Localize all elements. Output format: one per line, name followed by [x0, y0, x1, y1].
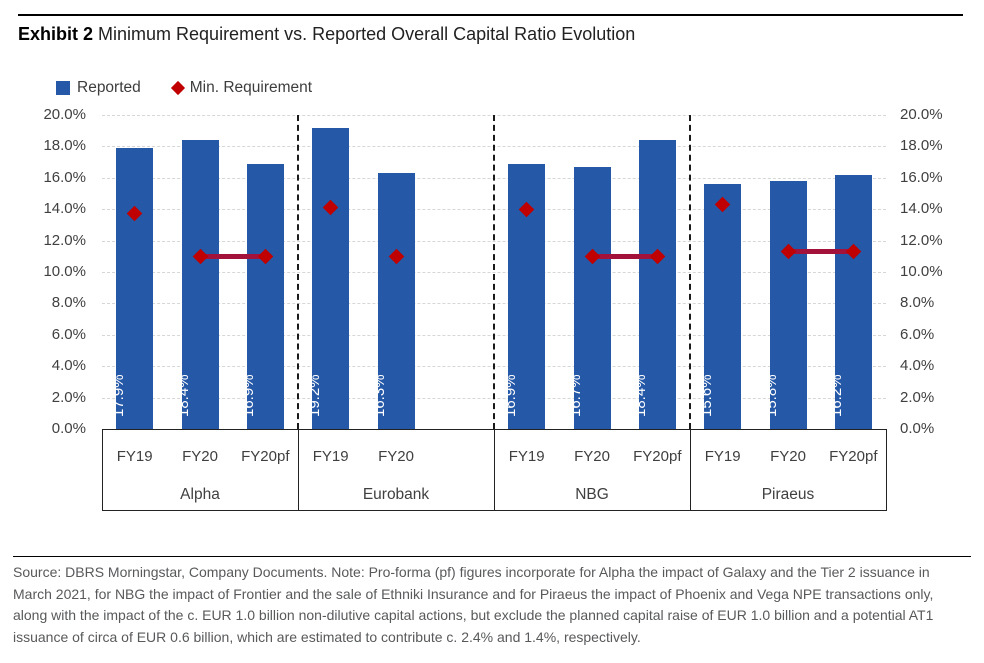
reported-bar-value-label: 19.2%: [305, 374, 323, 417]
reported-bar-value-label: 18.4%: [632, 374, 650, 417]
reported-bar: [769, 180, 807, 429]
period-label: FY20: [182, 448, 218, 465]
min-requirement-connector-line: [788, 249, 854, 255]
period-label: FY20: [770, 448, 806, 465]
exhibit-label: Exhibit 2: [18, 24, 94, 44]
period-label: FY19: [704, 448, 741, 465]
chart-title-text: Minimum Requirement vs. Reported Overall…: [98, 24, 636, 44]
y-axis-tick-label-right: 2.0%: [900, 388, 935, 406]
reported-square-icon: [56, 81, 70, 95]
min-requirement-connector-line: [200, 253, 266, 259]
y-axis-tick-label-left: 6.0%: [51, 325, 86, 343]
reported-bar-value-label: 16.9%: [501, 374, 519, 417]
reported-bar: [834, 174, 872, 429]
group-separator: [297, 115, 299, 429]
period-label: FY19: [116, 448, 153, 465]
y-axis-tick-label-left: 10.0%: [43, 263, 86, 280]
reported-bar: [377, 173, 415, 429]
reported-bar: [181, 140, 219, 429]
y-axis-tick-label-right: 0.0%: [900, 420, 935, 437]
reported-bar: [246, 163, 284, 429]
reported-bar-value-label: 15.6%: [697, 374, 715, 417]
group-name: Piraeus: [761, 486, 815, 503]
period-label: FY20: [378, 448, 414, 465]
y-axis-tick-label-right: 18.0%: [900, 137, 943, 155]
legend-label-reported: Reported: [77, 79, 141, 96]
y-axis-tick-label-left: 18.0%: [43, 137, 86, 155]
legend: Reported Min. Requirement: [56, 79, 312, 97]
legend-item-reported: Reported: [56, 79, 141, 97]
y-axis-tick-label-left: 4.0%: [51, 357, 86, 375]
period-label: FY19: [312, 448, 349, 465]
y-axis-tick-label-left: 20.0%: [43, 106, 86, 123]
group-label-box: [690, 429, 887, 511]
reported-bar-value-label: 16.2%: [828, 374, 846, 417]
y-axis-tick-label-left: 16.0%: [43, 168, 86, 186]
reported-bar-value-label: 16.9%: [240, 374, 258, 417]
reported-bar-value-label: 16.7%: [567, 374, 584, 417]
reported-bar: [573, 166, 611, 429]
y-axis-tick-label-right: 6.0%: [900, 325, 935, 343]
min-requirement-connector-line: [592, 253, 658, 259]
y-axis-tick-label-left: 0.0%: [51, 420, 86, 437]
period-label: FY20pf: [241, 448, 290, 465]
y-axis-tick-label-left: 8.0%: [51, 294, 86, 312]
period-label: FY20pf: [829, 448, 878, 465]
y-axis-tick-label-left: 2.0%: [51, 388, 86, 406]
y-axis-tick-label-right: 12.0%: [900, 231, 943, 249]
reported-bar-value-label: 15.8%: [763, 374, 780, 417]
period-label: FY19: [508, 448, 545, 465]
y-axis-tick-label-right: 20.0%: [900, 106, 943, 123]
reported-bar: [116, 147, 154, 429]
y-axis-tick-label-right: 8.0%: [900, 294, 935, 312]
y-axis-tick-label-left: 12.0%: [43, 231, 86, 249]
legend-item-min-requirement: Min. Requirement: [170, 79, 313, 97]
period-label: FY20pf: [633, 448, 682, 465]
y-axis-tick-label-right: 16.0%: [900, 168, 943, 186]
top-rule: [18, 14, 963, 16]
period-label: FY20: [574, 448, 610, 465]
group-separator: [689, 115, 691, 429]
reported-bar: [638, 140, 676, 429]
source-note: Source: DBRS Morningstar, Company Docume…: [13, 564, 934, 645]
y-axis-tick-label-left: 14.0%: [43, 200, 86, 218]
group-name: NBG: [575, 486, 609, 503]
footer-rule: [13, 556, 971, 557]
y-axis-tick-label-right: 10.0%: [900, 263, 943, 280]
reported-bar: [312, 127, 350, 429]
group-name: Eurobank: [362, 486, 430, 503]
group-name: Alpha: [180, 486, 220, 503]
reported-bar-value-label: 16.3%: [371, 374, 388, 417]
reported-bar: [704, 184, 742, 429]
chart-title: Exhibit 2 Minimum Requirement vs. Report…: [18, 24, 635, 45]
group-separator: [493, 115, 495, 429]
y-axis-tick-label-right: 4.0%: [900, 357, 935, 375]
y-axis-tick-label-right: 14.0%: [900, 200, 943, 218]
reported-bar-value-label: 18.4%: [175, 374, 192, 417]
legend-label-min-requirement: Min. Requirement: [189, 79, 313, 96]
reported-bar-value-label: 17.9%: [109, 374, 127, 417]
